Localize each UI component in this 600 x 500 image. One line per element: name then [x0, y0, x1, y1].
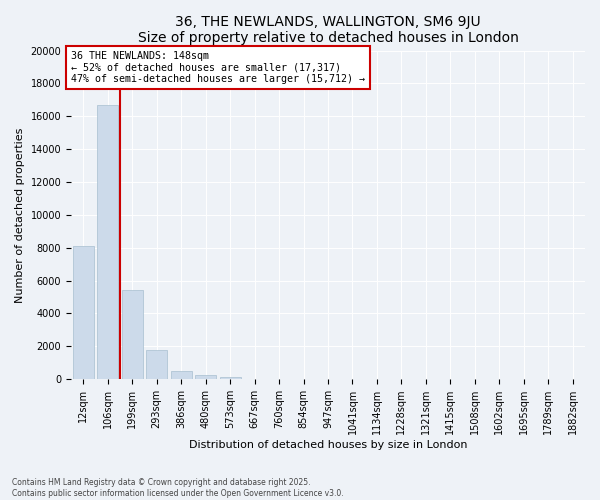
Bar — [122, 290, 143, 379]
Bar — [171, 372, 191, 379]
X-axis label: Distribution of detached houses by size in London: Distribution of detached houses by size … — [189, 440, 467, 450]
Y-axis label: Number of detached properties: Number of detached properties — [15, 127, 25, 302]
Text: 36 THE NEWLANDS: 148sqm
← 52% of detached houses are smaller (17,317)
47% of sem: 36 THE NEWLANDS: 148sqm ← 52% of detache… — [71, 50, 365, 84]
Text: Contains HM Land Registry data © Crown copyright and database right 2025.
Contai: Contains HM Land Registry data © Crown c… — [12, 478, 344, 498]
Bar — [220, 378, 241, 379]
Bar — [195, 375, 216, 379]
Bar — [73, 246, 94, 379]
Bar — [97, 105, 118, 379]
Bar — [146, 350, 167, 379]
Title: 36, THE NEWLANDS, WALLINGTON, SM6 9JU
Size of property relative to detached hous: 36, THE NEWLANDS, WALLINGTON, SM6 9JU Si… — [137, 15, 518, 45]
